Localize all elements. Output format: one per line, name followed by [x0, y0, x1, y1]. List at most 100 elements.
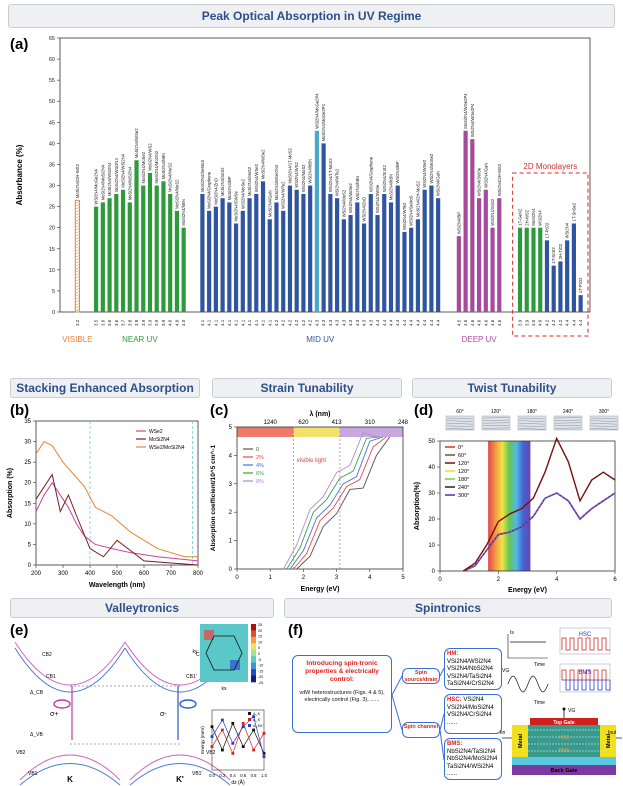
bar	[213, 206, 218, 312]
series-line	[35, 473, 199, 566]
x-tick-label: 4	[555, 577, 559, 583]
legend-label: Δ_K	[253, 712, 261, 716]
y-tick-label: 35	[24, 419, 31, 425]
vg-signal	[507, 675, 549, 693]
y-tick-label: 1	[229, 539, 233, 545]
lattice-line	[590, 423, 618, 425]
bar	[409, 227, 414, 312]
lattice-line	[446, 425, 474, 427]
bar	[267, 219, 272, 312]
data-point	[252, 715, 255, 719]
visible-spectrum-band	[488, 441, 531, 571]
bar	[314, 130, 319, 312]
x-tick-label: 4.4	[375, 319, 380, 326]
x-tick-label: 3.9	[141, 319, 146, 326]
bar-hatch	[75, 273, 80, 276]
x-tick-label: 4.1	[267, 319, 272, 326]
x-tick-label: 4.3	[335, 319, 340, 326]
hm-label: HM:	[447, 651, 459, 657]
bar-label: MoSi2N4/WSi2N4	[121, 153, 126, 187]
lattice-line	[554, 417, 582, 419]
x-tick-label: 0.4	[230, 773, 236, 778]
bar-label: MoSi2N4/MoSe2	[141, 151, 146, 183]
bar	[497, 198, 502, 312]
bar-label: MoSi2N4/MoS2	[174, 179, 179, 209]
y-tick-label: 3	[229, 482, 233, 488]
top-tick-label: 1240	[264, 420, 278, 426]
x-tick-label: 4.4	[422, 319, 427, 326]
bar	[174, 210, 180, 312]
plot-frame	[439, 440, 616, 572]
spintronics-header: Spintronics	[284, 598, 612, 618]
y-tick-label: 0	[52, 310, 55, 316]
bar	[382, 193, 387, 312]
y-tick-label: 15	[24, 501, 31, 507]
bar-label: MoSi2N4/SnS2	[220, 167, 225, 196]
y-tick-label: 35	[49, 162, 55, 168]
series-line	[289, 436, 384, 570]
hsc-pulse	[561, 637, 610, 651]
bar	[147, 172, 153, 312]
x-tick-label: 1	[269, 575, 273, 581]
inset-frame	[211, 709, 265, 771]
x-tick-label: 4.2	[544, 319, 549, 326]
y-tick-label: 25	[24, 460, 31, 466]
sigma-plus-label: σ+	[50, 711, 58, 718]
x-tick-label: 3	[335, 575, 339, 581]
bar	[100, 202, 105, 312]
legend-label: Δ_KK'	[253, 724, 264, 728]
y-tick-label: 60	[49, 57, 55, 63]
dielectric-layer	[512, 757, 616, 765]
lattice-line	[482, 425, 510, 426]
k-map-coldspot	[230, 660, 240, 670]
bar-hatch	[75, 291, 80, 294]
x-tick-label: 6	[613, 577, 617, 583]
x-tick-label: 4.1	[220, 319, 225, 326]
bar-label: MoSi2N4/WSe2	[134, 128, 139, 158]
bar	[94, 206, 99, 312]
bar-label: MoSi2N4/WSe2	[261, 149, 266, 179]
bar	[161, 181, 166, 312]
x-tick-label: 400	[85, 571, 96, 577]
bar-label: WSi2N4/SWSe	[375, 184, 380, 213]
x-tick-label: 1.0	[261, 773, 267, 778]
x-tick-label: 4.5	[456, 319, 461, 326]
hsc-layer-label: HSC	[559, 735, 570, 741]
x-tick-label: 5	[401, 575, 405, 581]
valence-band	[19, 763, 121, 786]
legend-label: 120°	[458, 461, 469, 467]
delta-vb-label: Δ_VB	[30, 732, 43, 738]
bar-hatch	[75, 246, 80, 249]
x-tick-label: 4.3	[314, 319, 319, 326]
lattice-line	[446, 423, 474, 425]
monolayer-box-label: 2D Monolayers	[523, 162, 577, 171]
k-map-hotspot	[204, 630, 214, 640]
bar	[531, 227, 536, 312]
bar-hatch	[75, 261, 80, 264]
bar-label: WSi2N4/hBN	[308, 159, 313, 184]
x-tick-label: 3.9	[161, 319, 166, 326]
bar-label: MoSi2N4/ZnO	[213, 177, 218, 204]
band-label: VB2	[16, 750, 26, 756]
lattice-line	[518, 423, 546, 425]
connector-line	[391, 675, 403, 696]
bms-item: NbSi2N4/MoSi2N4	[447, 756, 498, 762]
bar-label: MoSi2N4/WSi2N4	[114, 158, 119, 192]
hsc-item: VSi2N4/CrSi2N4	[447, 712, 492, 718]
spin-source-box: Spin source/drain	[402, 668, 440, 684]
x-tick-label: 4.3	[328, 319, 333, 326]
bms-tag: BMS	[578, 670, 591, 676]
k-map-xlabel: kx	[222, 686, 228, 692]
lattice-line	[554, 422, 582, 424]
y-tick-label: 40	[49, 141, 55, 147]
back-gate	[512, 765, 616, 775]
y-tick-label: 65	[49, 36, 55, 42]
series-line	[35, 440, 198, 558]
hsc-pulse-frame	[559, 627, 611, 655]
k-map-ylabel: ky	[193, 649, 199, 655]
y-tick-label: 10	[49, 268, 55, 274]
data-point	[221, 728, 224, 732]
bar	[395, 185, 400, 312]
y-axis-label: Absorbance (%)	[15, 144, 24, 205]
x-tick-label: 3.2	[75, 319, 80, 326]
